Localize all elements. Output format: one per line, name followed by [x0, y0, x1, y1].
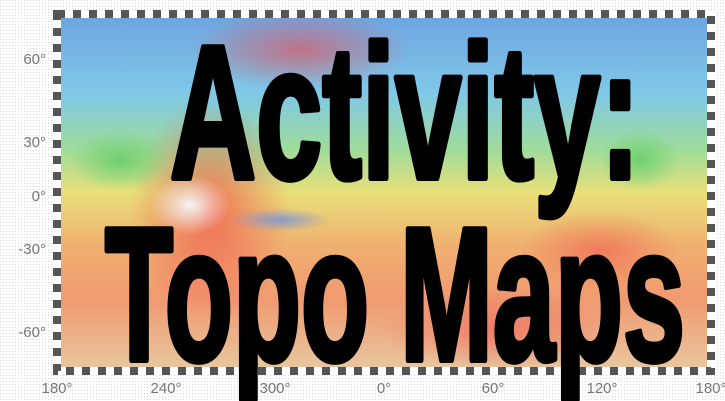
latitude-label: -30°: [18, 241, 46, 258]
longitude-label: 180°: [695, 380, 725, 397]
longitude-label: 0°: [377, 380, 391, 397]
longitude-label: 240°: [150, 380, 181, 397]
latitude-label: 0°: [32, 188, 46, 205]
title-line-1: Activity:: [170, 7, 640, 219]
longitude-label: 300°: [259, 380, 290, 397]
latitude-label: 60°: [23, 51, 46, 68]
latitude-label: 30°: [23, 134, 46, 151]
longitude-label: 180°: [41, 380, 72, 397]
latitude-label: -60°: [18, 324, 46, 341]
longitude-label: 60°: [482, 380, 505, 397]
topo-map: [53, 10, 715, 375]
longitude-label: 120°: [586, 380, 617, 397]
axis-labels: 60° 30° 0° -30° -60° 180° 240° 300° 0° 60° 120° 180…: [18, 51, 725, 397]
title-line-2: Topo Maps: [105, 189, 685, 401]
